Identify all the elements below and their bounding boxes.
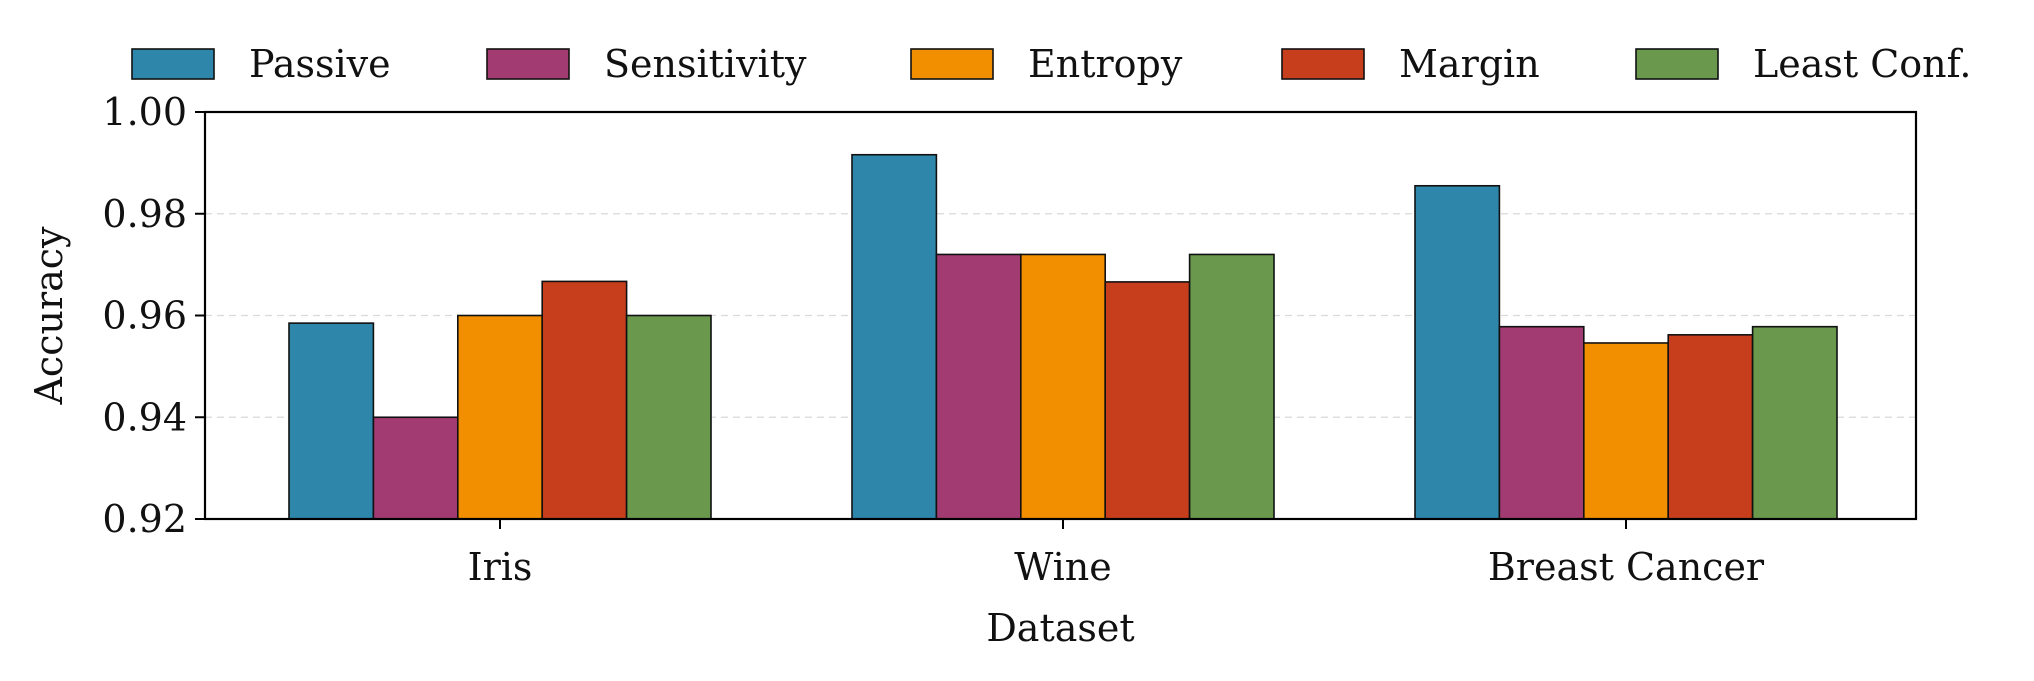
bar-entropy-breast-cancer [1583, 342, 1670, 520]
bar-least-conf-wine [1188, 253, 1275, 520]
bar-passive-wine [851, 153, 938, 520]
legend-swatch [1281, 48, 1365, 80]
x-axis-label: Dataset [986, 606, 1134, 650]
legend-swatch [1635, 48, 1719, 80]
bar-passive-breast-cancer [1414, 184, 1501, 520]
bar-sensitivity-wine [935, 253, 1022, 520]
bar-least-conf-iris [625, 314, 712, 520]
y-tick-label: 1.00 [102, 90, 187, 134]
legend-label: Least Conf. [1753, 42, 1971, 86]
bar-sensitivity-breast-cancer [1498, 325, 1585, 520]
legend: Passive Sensitivity Entropy Margin Least Con… [131, 42, 1971, 86]
bar-entropy-wine [1019, 253, 1106, 520]
y-tick-label: 0.96 [102, 294, 187, 338]
x-tick-label: Wine [1014, 545, 1112, 589]
bar-margin-iris [541, 280, 628, 520]
y-tick-label: 0.94 [102, 395, 187, 439]
legend-swatch [486, 48, 570, 80]
legend-label: Entropy [1028, 42, 1183, 86]
y-axis-label: Accuracy [27, 226, 71, 406]
legend-label: Passive [249, 42, 391, 86]
x-tick-label: Iris [468, 545, 533, 589]
legend-swatch [131, 48, 215, 80]
bar-entropy-iris [456, 314, 543, 520]
legend-label: Sensitivity [604, 42, 807, 86]
x-axis: Iris Wine Breast Cancer [468, 519, 1765, 589]
x-tick-label: Breast Cancer [1488, 545, 1765, 589]
y-axis: 0.92 0.94 0.96 0.98 1.00 [102, 90, 205, 541]
bar-margin-breast-cancer [1667, 334, 1754, 520]
legend-label: Margin [1399, 42, 1540, 86]
bar-sensitivity-iris [372, 416, 459, 520]
bars [288, 153, 1838, 520]
bar-passive-iris [288, 322, 375, 520]
legend-swatch [910, 48, 994, 80]
bar-least-conf-breast-cancer [1751, 325, 1838, 520]
y-tick-label: 0.92 [102, 497, 187, 541]
y-tick-label: 0.98 [102, 192, 187, 236]
bar-margin-wine [1104, 281, 1191, 520]
